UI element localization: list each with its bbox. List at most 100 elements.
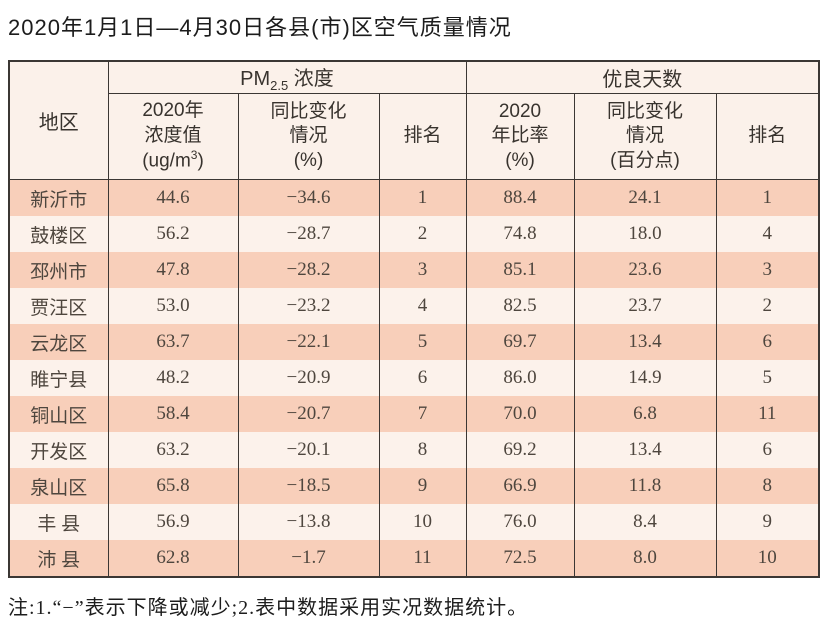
footnote: 注:1.“−”表示下降或减少;2.表中数据采用实况数据统计。 (8, 597, 529, 619)
pm-value-cell: 63.2 (107, 432, 239, 468)
pm-value-cell: 53.0 (107, 288, 239, 324)
pm-rank-cell: 6 (378, 360, 467, 396)
good-rank-cell: 5 (715, 360, 820, 396)
good-change-cell: 14.9 (573, 360, 717, 396)
table-row: 云龙区 63.7 −22.1 5 69.7 13.4 6 (8, 324, 820, 360)
pm-change-cell: −13.8 (237, 504, 380, 540)
good-rate-cell: 69.2 (465, 432, 575, 468)
good-rank-cell: 10 (715, 540, 820, 577)
pm-change-cell: −20.7 (237, 396, 380, 432)
pm-value-cell: 56.9 (107, 504, 239, 540)
region-cell: 新沂市 (8, 179, 109, 216)
pm-value-unit-sup: 3 (190, 147, 198, 162)
pm25-group-subscript: 2.5 (270, 78, 289, 93)
table-row: 铜山区 58.4 −20.7 7 70.0 6.8 11 (8, 396, 820, 432)
good-rank-cell: 2 (715, 288, 820, 324)
pm-value-cell: 58.4 (107, 396, 239, 432)
good-change-cell: 23.7 (573, 288, 717, 324)
good-rate-cell: 82.5 (465, 288, 575, 324)
pm-value-cell: 62.8 (107, 540, 239, 577)
pm-rank-cell: 9 (378, 468, 467, 504)
region-cell: 泉山区 (8, 468, 109, 504)
table-group-header-row: 地区 PM2.5 浓度 优良天数 (8, 61, 820, 180)
pm25-group-suffix: 浓度 (288, 68, 334, 90)
pm-change-cell: −23.2 (237, 288, 380, 324)
pm-rank-cell: 11 (378, 540, 467, 577)
good-rate-cell: 86.0 (465, 360, 575, 396)
good-change-cell: 11.8 (573, 468, 717, 504)
pm-value-cell: 48.2 (107, 360, 239, 396)
good-rate-cell: 76.0 (465, 504, 575, 540)
good-rank-cell: 11 (715, 396, 820, 432)
pm-rank-cell: 2 (378, 216, 467, 252)
good-change-cell: 23.6 (573, 252, 717, 288)
region-cell: 睢宁县 (8, 360, 109, 396)
good-rate-cell: 66.9 (465, 468, 575, 504)
col-header-good-rank: 排名 (715, 93, 820, 180)
good-rank-cell: 6 (715, 324, 820, 360)
good-change-cell: 24.1 (573, 179, 717, 216)
table-header: 地区 PM2.5 浓度 优良天数 2020年 浓度值 (ug/m3) 同比变化 … (8, 61, 820, 180)
pm-change-header-line1: 同比变化 (270, 101, 347, 123)
table-sub-header-row: 2020年 浓度值 (ug/m3) 同比变化 情况 (%) 排名 2020 年比… (9, 93, 820, 180)
pm-value-cell: 44.6 (107, 179, 239, 216)
good-rank-cell: 3 (715, 252, 820, 288)
good-rank-cell: 8 (715, 468, 820, 504)
good-rate-cell: 74.8 (465, 216, 575, 252)
pm-value-cell: 63.7 (107, 324, 239, 360)
region-cell: 铜山区 (8, 396, 109, 432)
pm-change-header-unit: (%) (293, 149, 324, 171)
good-rank-cell: 9 (715, 504, 820, 540)
pm-value-cell: 47.8 (107, 252, 239, 288)
pm-value-unit-post: ) (197, 150, 204, 172)
pm-rank-cell: 7 (378, 396, 467, 432)
table-row: 沛 县 62.8 −1.7 11 72.5 8.0 10 (8, 540, 820, 577)
pm-change-header-line2: 情况 (289, 125, 328, 147)
good-change-cell: 8.0 (573, 540, 717, 577)
table-row: 贾汪区 53.0 −23.2 4 82.5 23.7 2 (8, 288, 820, 324)
pm-value-unit-pre: (ug/m (142, 150, 191, 172)
region-cell: 丰 县 (8, 504, 109, 540)
good-rate-header-unit: (%) (505, 149, 535, 171)
air-quality-table: 地区 PM2.5 浓度 优良天数 2020年 浓度值 (ug/m3) 同比变化 … (8, 60, 821, 578)
pm-change-cell: −20.9 (237, 360, 380, 396)
region-cell: 云龙区 (8, 324, 109, 360)
pm-rank-cell: 8 (378, 432, 467, 468)
good-rate-cell: 72.5 (465, 540, 575, 577)
pm-change-cell: −34.6 (237, 179, 380, 216)
region-cell: 贾汪区 (8, 288, 109, 324)
col-header-pm-value: 2020年 浓度值 (ug/m3) (107, 93, 239, 180)
pm-change-cell: −1.7 (237, 540, 380, 577)
pm-change-cell: −28.7 (237, 216, 380, 252)
good-change-cell: 18.0 (573, 216, 717, 252)
col-header-pm-change: 同比变化 情况 (%) (237, 93, 380, 180)
good-change-cell: 8.4 (573, 504, 717, 540)
good-change-cell: 13.4 (573, 324, 717, 360)
col-header-pm-rank: 排名 (378, 93, 467, 180)
region-cell: 邳州市 (8, 252, 109, 288)
col-group-pm25: PM2.5 浓度 (107, 61, 467, 94)
table-row: 鼓楼区 56.2 −28.7 2 74.8 18.0 4 (8, 216, 820, 252)
table-row: 泉山区 65.8 −18.5 9 66.9 11.8 8 (8, 468, 820, 504)
good-rate-cell: 85.1 (465, 252, 575, 288)
page-title: 2020年1月1日—4月30日各县(市)区空气质量情况 (8, 15, 512, 40)
good-change-header-line2: 情况 (625, 125, 664, 147)
pm-value-cell: 65.8 (107, 468, 239, 504)
pm-change-cell: −20.1 (237, 432, 380, 468)
pm25-group-prefix: PM (240, 68, 271, 90)
good-rate-cell: 69.7 (465, 324, 575, 360)
col-group-good-days: 优良天数 (465, 61, 820, 94)
good-change-cell: 13.4 (573, 432, 717, 468)
good-rate-cell: 88.4 (465, 179, 575, 216)
good-rate-cell: 70.0 (465, 396, 575, 432)
pm-value-cell: 56.2 (107, 216, 239, 252)
region-cell: 沛 县 (8, 540, 109, 577)
table-row: 睢宁县 48.2 −20.9 6 86.0 14.9 5 (8, 360, 820, 396)
table-row: 邳州市 47.8 −28.2 3 85.1 23.6 3 (8, 252, 820, 288)
pm-rank-cell: 10 (378, 504, 467, 540)
good-rank-cell: 6 (715, 432, 820, 468)
good-rank-cell: 1 (715, 179, 820, 216)
pm-value-header-line2: 浓度值 (144, 124, 202, 146)
pm-rank-cell: 4 (378, 288, 467, 324)
